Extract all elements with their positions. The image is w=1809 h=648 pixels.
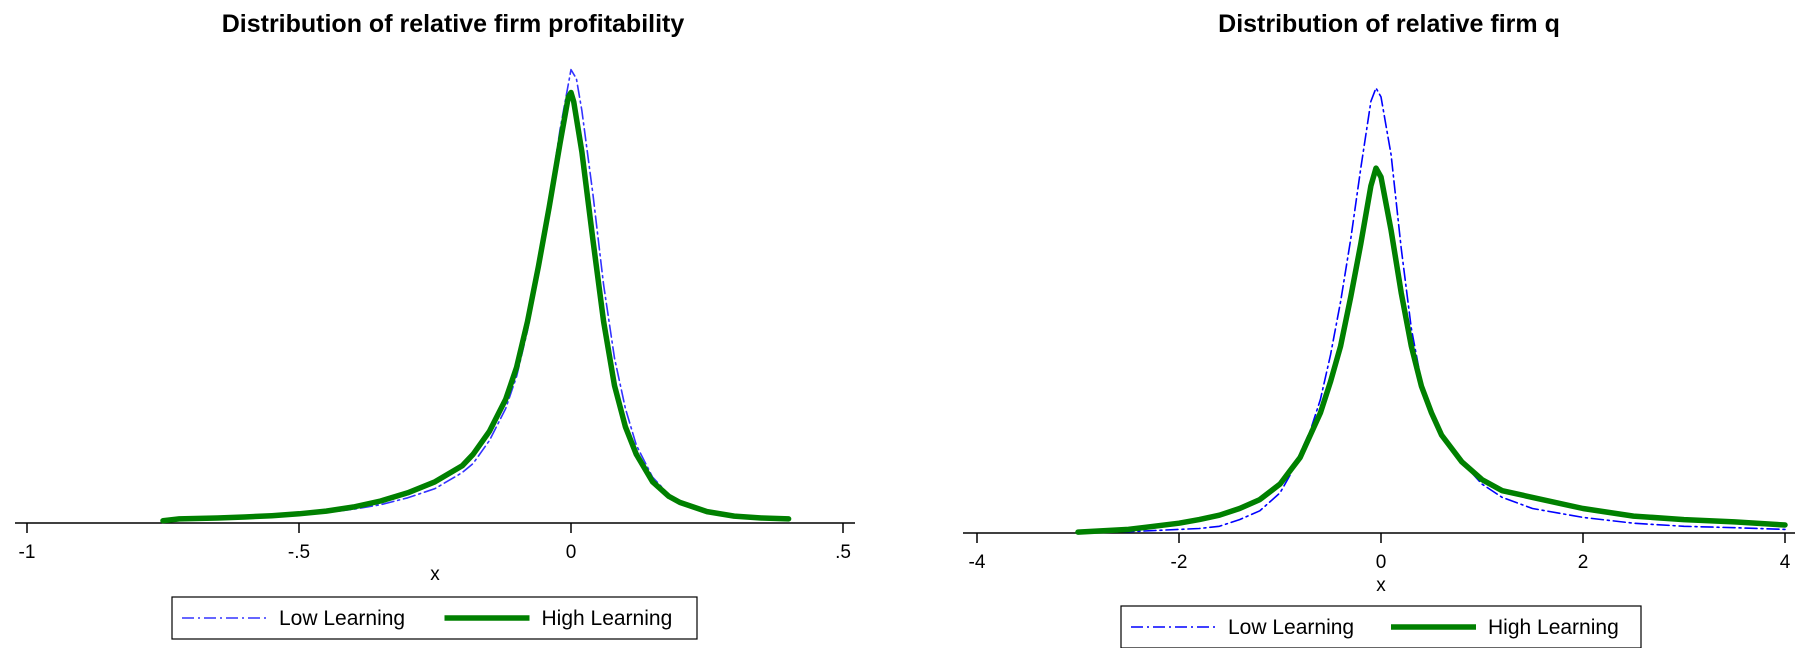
chart-title: Distribution of relative firm q bbox=[1218, 10, 1560, 38]
x-tick-label: 4 bbox=[1780, 552, 1791, 573]
x-tick-label: 0 bbox=[1376, 552, 1387, 573]
legend: Low Learning High Learning bbox=[171, 596, 698, 640]
legend: Low Learning High Learning bbox=[1120, 605, 1642, 648]
x-tick-label: -2 bbox=[1171, 552, 1188, 573]
chart-title: Distribution of relative firm profitabil… bbox=[222, 10, 685, 38]
x-tick-label: -.5 bbox=[288, 542, 310, 563]
series-line-high-learning bbox=[160, 89, 792, 524]
series-line-high-learning bbox=[1075, 165, 1788, 535]
legend-label: Low Learning bbox=[279, 607, 405, 630]
x-axis-label: x bbox=[430, 564, 440, 585]
x-tick-label: 2 bbox=[1578, 552, 1589, 573]
series-line-low-learning bbox=[1077, 87, 1786, 533]
legend-label: High Learning bbox=[1488, 616, 1619, 639]
profitability-chart: Distribution of relative firm profitabil… bbox=[15, 10, 855, 640]
legend-label: Low Learning bbox=[1228, 616, 1354, 639]
x-tick-label: 0 bbox=[566, 542, 577, 563]
x-tick-label: -4 bbox=[969, 552, 986, 573]
x-axis-label: x bbox=[1376, 575, 1386, 596]
x-tick-label: -1 bbox=[19, 542, 36, 563]
x-tick-label: .5 bbox=[835, 542, 851, 563]
firm-q-chart: Distribution of relative firm q-4 -2 0 2 4xL… bbox=[963, 10, 1795, 648]
legend-label: High Learning bbox=[542, 607, 673, 630]
